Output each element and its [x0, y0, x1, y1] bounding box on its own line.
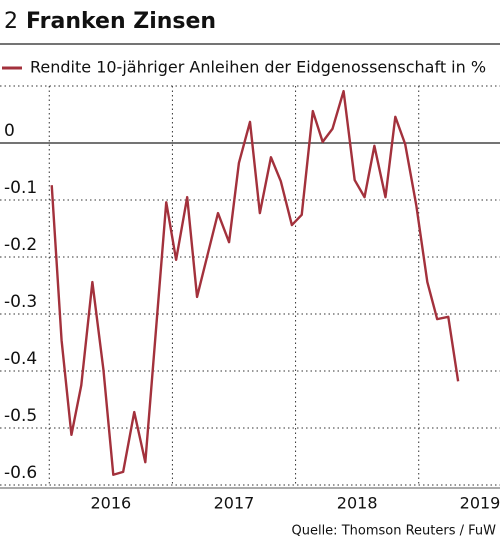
source: Quelle: Thomson Reuters / FuW [291, 524, 496, 539]
line [50, 89, 460, 476]
x-tick-label: 2019 [460, 494, 500, 513]
chart-number: 2 [4, 9, 18, 34]
y-tick-label: -0.4 [4, 349, 37, 369]
y-tick-label: -0.1 [4, 178, 37, 198]
legend-label: Rendite 10-jähriger Anleihen der Eidgeno… [30, 58, 486, 77]
y-tick-label: -0.3 [4, 292, 37, 312]
y-tick-label: -0.2 [4, 235, 37, 255]
chart-title: Franken Zinsen [26, 9, 216, 34]
x-tick-label: 2016 [90, 494, 131, 513]
x-tick-label: 2017 [214, 494, 255, 513]
y-tick-label: -0.5 [4, 406, 37, 426]
x-tick-label: 2018 [337, 494, 378, 513]
y-tick-label: 0 [4, 121, 15, 141]
y-tick-label: -0.6 [4, 463, 37, 483]
